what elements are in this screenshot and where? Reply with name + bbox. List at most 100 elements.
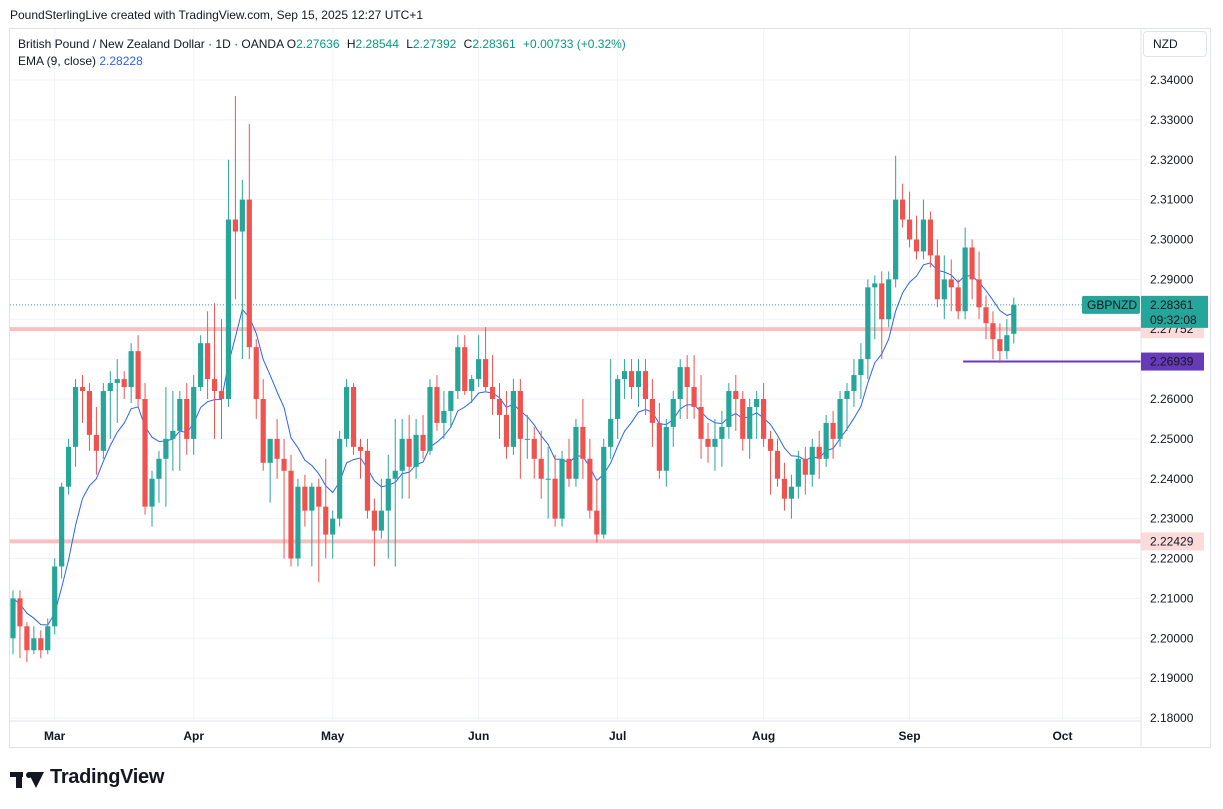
candle-body	[316, 486, 322, 507]
ohlc-key-o: O	[286, 37, 297, 51]
candle-body	[795, 458, 801, 487]
level-label-bg	[1141, 532, 1204, 551]
candle-body	[927, 219, 933, 256]
candle-body	[538, 458, 544, 479]
candle-body	[503, 414, 510, 447]
candle-body	[656, 422, 662, 471]
candle-body	[86, 391, 93, 435]
candle-body	[302, 486, 308, 511]
candle-body	[893, 199, 899, 280]
last-price-label: 2.28361	[1150, 298, 1194, 312]
candle-body	[615, 379, 621, 419]
candle-body	[330, 518, 336, 535]
candle-body	[774, 450, 781, 479]
candle-body	[66, 446, 72, 487]
tradingview-logo[interactable]: TradingView	[10, 766, 164, 789]
candle-body	[594, 510, 600, 535]
candle-body	[142, 399, 148, 507]
candle-body	[288, 470, 294, 559]
attribution-text: PoundSterlingLive created with TradingVi…	[10, 8, 424, 22]
candle-body	[59, 486, 65, 567]
candle-body	[1011, 304, 1017, 334]
candle-body	[726, 391, 732, 427]
candle-body	[719, 426, 725, 439]
candle-body	[337, 438, 343, 519]
level-line	[10, 539, 1141, 544]
last-price-label-bg	[1141, 295, 1208, 328]
x-tick-label: Jun	[468, 729, 489, 743]
candle-body	[858, 359, 864, 376]
candle-body	[462, 347, 468, 392]
candle-body	[531, 438, 537, 459]
candle-body	[934, 255, 940, 300]
candle-body	[552, 478, 558, 519]
time-axis: Mar Apr May Jun Jul Aug Sep Oct	[10, 720, 1141, 743]
y-tick-label: 2.29000	[1150, 272, 1194, 286]
candle-body	[350, 387, 357, 447]
y-tick-label: 2.21000	[1150, 591, 1194, 605]
candle-body	[274, 438, 280, 459]
candle-body	[879, 283, 885, 320]
ohlc-key-l: L	[402, 37, 413, 51]
candle-body	[93, 434, 99, 451]
x-tick-label: Sep	[899, 729, 921, 743]
y-tick-label: 2.22000	[1150, 552, 1194, 566]
y-tick-label: 2.19000	[1150, 671, 1194, 685]
candle-body	[191, 387, 197, 439]
candle-body	[955, 287, 961, 312]
candle-body	[246, 199, 252, 348]
candle-body	[628, 371, 635, 388]
y-tick-label: 2.23000	[1150, 512, 1194, 526]
candle-body	[754, 399, 760, 407]
x-tick-label: Jul	[609, 729, 626, 743]
candle-body	[489, 387, 496, 399]
candle-body	[670, 399, 676, 427]
candle-body	[413, 434, 419, 467]
candles	[10, 95, 1017, 663]
candle-body	[872, 283, 878, 288]
level-label: 2.22429	[1150, 534, 1194, 548]
candle-body	[31, 638, 37, 651]
candle-body	[580, 426, 586, 459]
candle-body	[239, 199, 245, 232]
candle-body	[649, 399, 655, 423]
candle-body	[816, 446, 822, 459]
candle-body	[969, 247, 975, 280]
candle-body	[24, 626, 30, 651]
candle-body	[698, 406, 704, 439]
candle-body	[128, 351, 134, 388]
candle-body	[684, 367, 690, 388]
symbol-description: British Pound / New Zealand Dollar · 1D …	[18, 37, 284, 51]
candle-body	[441, 410, 447, 423]
candle-body	[948, 279, 954, 288]
candle-body	[601, 446, 607, 535]
candle-body	[767, 438, 774, 451]
countdown-label: 09:32:08	[1150, 313, 1197, 327]
x-tick-label: Apr	[183, 729, 204, 743]
currency-button[interactable]: NZD	[1143, 31, 1207, 57]
candle-body	[121, 379, 127, 388]
candle-body	[788, 486, 794, 499]
symbol-label-bg	[1082, 295, 1140, 314]
candle-body	[823, 422, 829, 459]
candle-body	[1004, 335, 1010, 352]
candle-body	[420, 434, 426, 451]
candle-body	[622, 371, 628, 380]
candle-body	[837, 399, 843, 439]
candle-body	[149, 478, 155, 507]
candle-body	[761, 399, 767, 439]
y-tick-label: 2.18000	[1150, 711, 1194, 725]
legend: British Pound / New Zealand Dollar · 1D …	[18, 36, 630, 70]
candle-body	[510, 391, 516, 447]
candle-body	[281, 458, 287, 471]
candle-body	[566, 458, 572, 479]
candle-body	[559, 458, 565, 519]
candle-body	[427, 387, 433, 451]
candle-body	[392, 470, 398, 479]
candle-body	[990, 323, 996, 340]
candle-body	[906, 219, 913, 240]
candle-body	[517, 391, 523, 439]
candle-body	[469, 379, 475, 392]
